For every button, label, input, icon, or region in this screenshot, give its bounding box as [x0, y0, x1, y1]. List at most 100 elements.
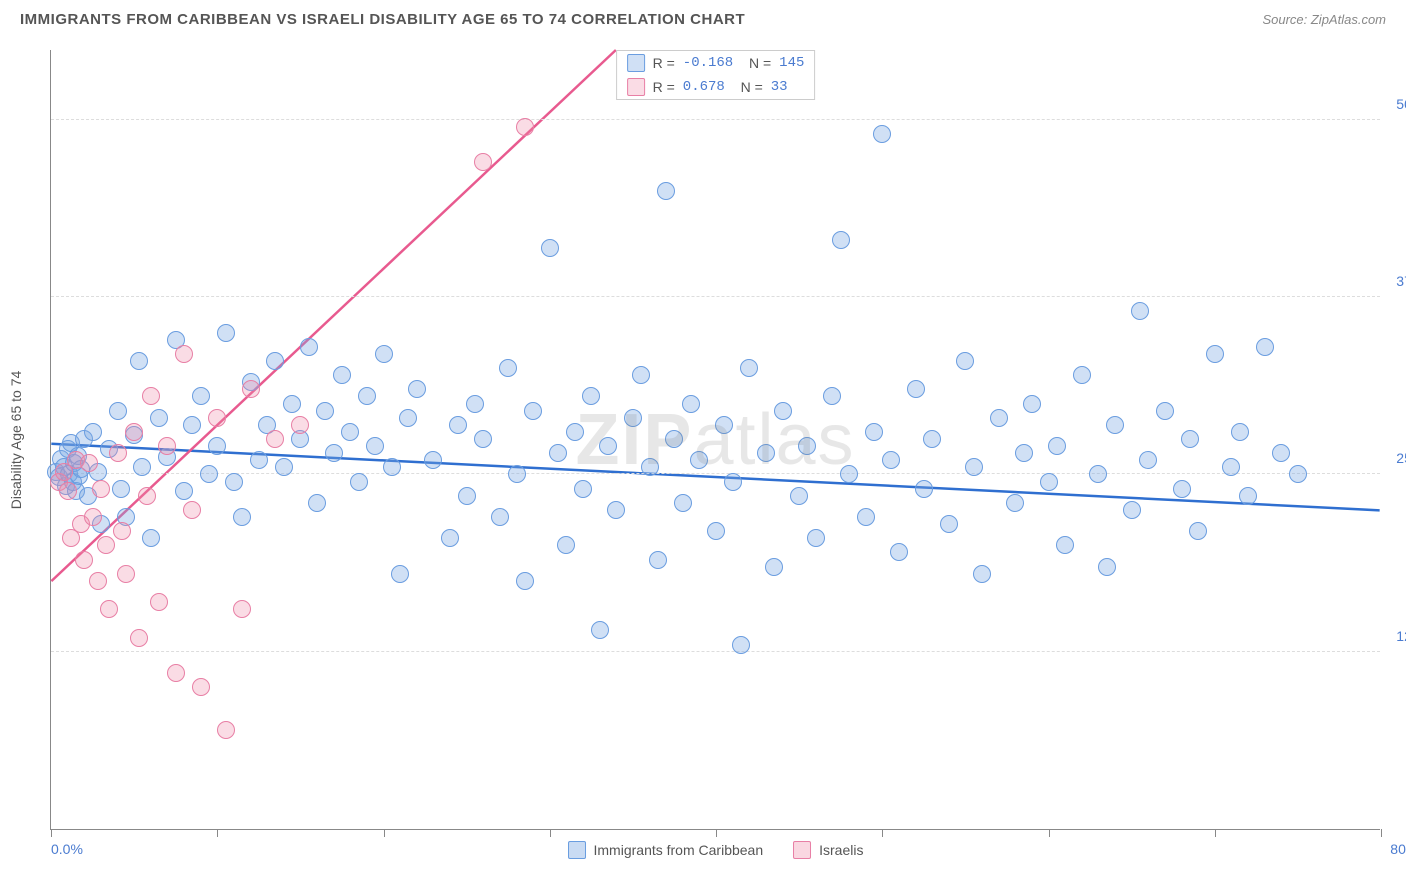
caribbean-point [823, 387, 841, 405]
caribbean-point [1173, 480, 1191, 498]
x-tick [384, 829, 385, 837]
caribbean-point [325, 444, 343, 462]
x-tick [1215, 829, 1216, 837]
caribbean-point [466, 395, 484, 413]
correlation-legend-row: R = -0.168 N = 145 [617, 51, 815, 75]
israeli-point [142, 387, 160, 405]
caribbean-point [807, 529, 825, 547]
caribbean-point [208, 437, 226, 455]
caribbean-point [1139, 451, 1157, 469]
caribbean-point [175, 482, 193, 500]
caribbean-point [112, 480, 130, 498]
y-tick-label: 25.0% [1396, 450, 1406, 466]
source-attribution: Source: ZipAtlas.com [1262, 12, 1386, 27]
x-tick [550, 829, 551, 837]
israeli-point [59, 482, 77, 500]
caribbean-point [707, 522, 725, 540]
caribbean-point [192, 387, 210, 405]
caribbean-point [84, 423, 102, 441]
caribbean-point [591, 621, 609, 639]
series-legend-item: Immigrants from Caribbean [568, 841, 764, 859]
gridline [51, 473, 1380, 474]
israeli-point [84, 508, 102, 526]
caribbean-point [458, 487, 476, 505]
caribbean-point [557, 536, 575, 554]
caribbean-point [341, 423, 359, 441]
caribbean-point [142, 529, 160, 547]
israeli-point [167, 664, 185, 682]
caribbean-point [1156, 402, 1174, 420]
caribbean-point [915, 480, 933, 498]
israeli-point [242, 380, 260, 398]
caribbean-point [624, 409, 642, 427]
caribbean-point [1089, 465, 1107, 483]
caribbean-point [366, 437, 384, 455]
caribbean-point [375, 345, 393, 363]
caribbean-point [890, 543, 908, 561]
caribbean-point [491, 508, 509, 526]
caribbean-point [757, 444, 775, 462]
caribbean-point [1231, 423, 1249, 441]
gridline [51, 119, 1380, 120]
caribbean-point [865, 423, 883, 441]
series-legend-item: Israelis [793, 841, 863, 859]
gridline [51, 296, 1380, 297]
caribbean-point [665, 430, 683, 448]
correlation-legend-row: R = 0.678 N = 33 [617, 75, 815, 99]
x-axis-max-label: 80.0% [1390, 841, 1406, 857]
y-tick-label: 50.0% [1396, 96, 1406, 112]
n-label: N = [733, 79, 763, 95]
caribbean-point [582, 387, 600, 405]
israeli-point [138, 487, 156, 505]
caribbean-point [674, 494, 692, 512]
series-legend-label: Israelis [819, 842, 863, 858]
x-tick [1049, 829, 1050, 837]
caribbean-point [383, 458, 401, 476]
caribbean-point [940, 515, 958, 533]
caribbean-point [233, 508, 251, 526]
caribbean-point [740, 359, 758, 377]
caribbean-point [574, 480, 592, 498]
caribbean-point [1181, 430, 1199, 448]
gridline [51, 651, 1380, 652]
caribbean-point [1106, 416, 1124, 434]
caribbean-point [641, 458, 659, 476]
caribbean-point [790, 487, 808, 505]
caribbean-point [765, 558, 783, 576]
caribbean-point [133, 458, 151, 476]
caribbean-point [217, 324, 235, 342]
scatter-plot-area: Disability Age 65 to 74 ZIPatlas R = -0.… [50, 50, 1380, 830]
caribbean-point [873, 125, 891, 143]
caribbean-point [399, 409, 417, 427]
caribbean-point [774, 402, 792, 420]
caribbean-point [632, 366, 650, 384]
chart-title: IMMIGRANTS FROM CARIBBEAN VS ISRAELI DIS… [20, 11, 745, 28]
israeli-point [100, 600, 118, 618]
caribbean-point [1015, 444, 1033, 462]
caribbean-point [1131, 302, 1149, 320]
israeli-point [92, 480, 110, 498]
israeli-point [158, 437, 176, 455]
israeli-point [208, 409, 226, 427]
israeli-point [109, 444, 127, 462]
caribbean-point [882, 451, 900, 469]
israeli-point [113, 522, 131, 540]
caribbean-point [130, 352, 148, 370]
caribbean-point [424, 451, 442, 469]
israeli-point [80, 454, 98, 472]
israeli-point [474, 153, 492, 171]
caribbean-point [1206, 345, 1224, 363]
caribbean-point [798, 437, 816, 455]
r-value: -0.168 [683, 55, 733, 71]
caribbean-point [956, 352, 974, 370]
caribbean-point [150, 409, 168, 427]
israeli-point [117, 565, 135, 583]
caribbean-point [308, 494, 326, 512]
caribbean-point [1040, 473, 1058, 491]
caribbean-point [1056, 536, 1074, 554]
caribbean-point [1006, 494, 1024, 512]
israeli-point [516, 118, 534, 136]
caribbean-point [599, 437, 617, 455]
caribbean-point [1048, 437, 1066, 455]
caribbean-point [682, 395, 700, 413]
